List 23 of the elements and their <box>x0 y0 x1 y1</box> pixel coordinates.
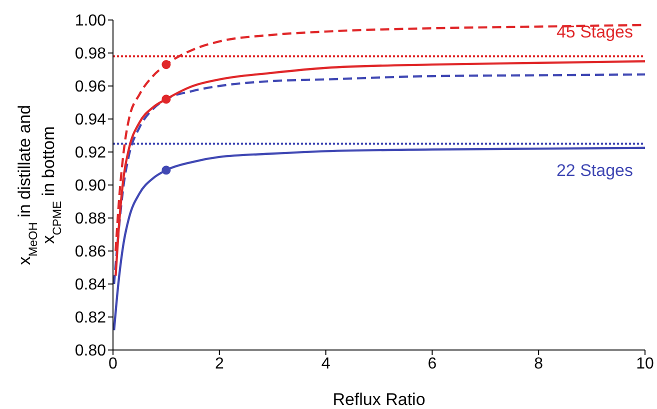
x-tick-label: 4 <box>321 355 330 372</box>
y-tick-label: 0.80 <box>74 342 106 360</box>
series-label: 22 Stages <box>556 160 633 180</box>
point <box>162 60 171 70</box>
y-tick-label: 0.90 <box>74 178 106 195</box>
y-tick-label: 0.94 <box>74 112 106 129</box>
x-tick-label: 2 <box>214 355 224 372</box>
point <box>162 166 171 175</box>
x-tick-label: 8 <box>534 355 544 372</box>
y-tick-label: 0.96 <box>74 78 106 96</box>
y-tick-label: 0.98 <box>74 46 106 63</box>
y-tick-label: 1.00 <box>74 12 106 30</box>
line-series <box>113 146 645 332</box>
y-tick-label: 0.82 <box>74 310 106 327</box>
y-tick-label: 0.86 <box>74 244 106 261</box>
x-tick-label: 10 <box>636 355 654 372</box>
y-tick-label: 0.92 <box>74 144 106 162</box>
y-tick-label: 0.88 <box>74 210 106 228</box>
x-axis-title: Reflux Ratio <box>332 390 426 409</box>
y-tick-label: 0.84 <box>74 276 106 294</box>
point <box>162 94 171 104</box>
x-tick-label: 6 <box>428 355 437 372</box>
x-tick-label: 0 <box>108 355 118 372</box>
